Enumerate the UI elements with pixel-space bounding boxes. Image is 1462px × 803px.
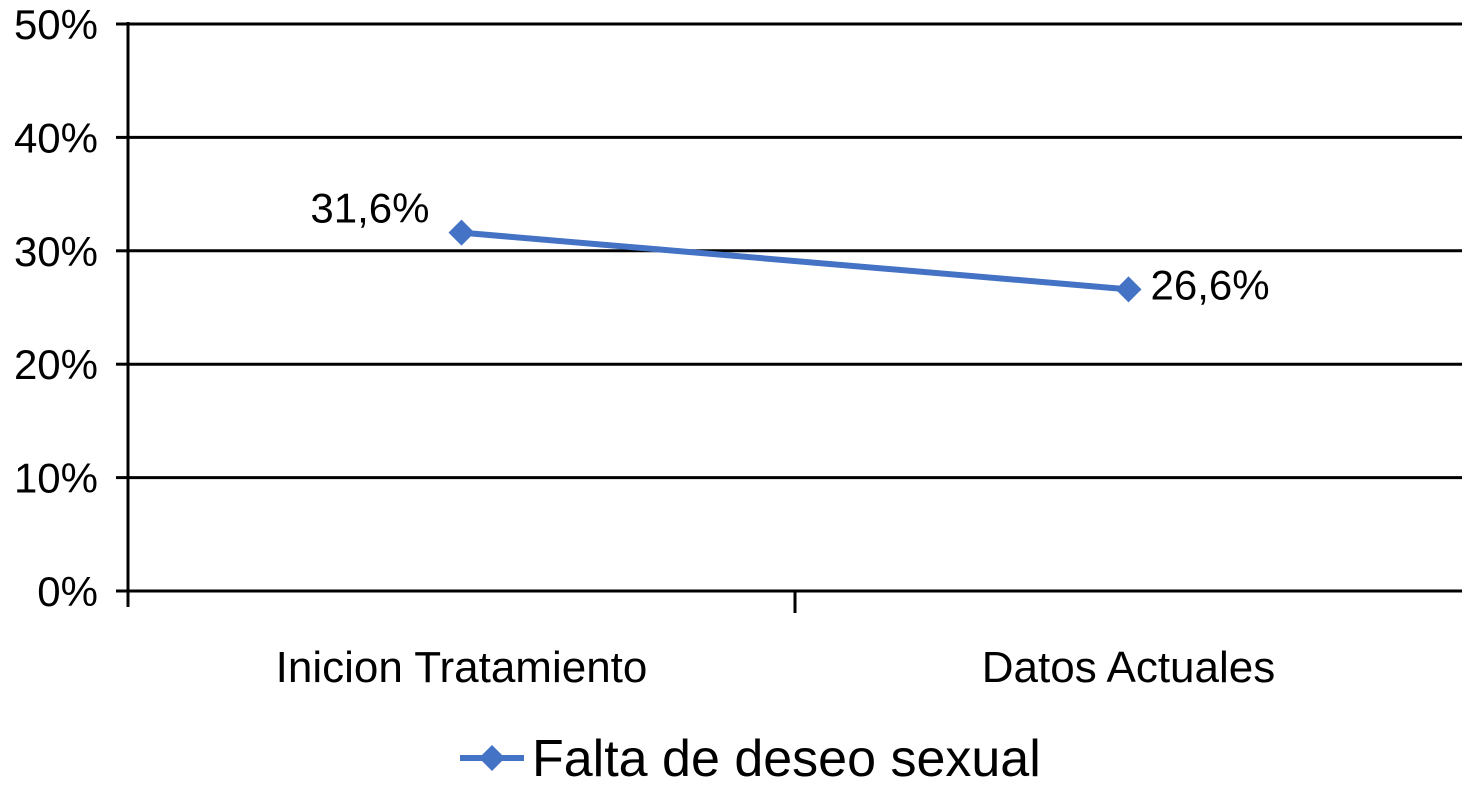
y-axis-tick-labels: 0% 10% 20% 30% 40% 50% (14, 1, 98, 615)
x-category-label: Datos Actuales (982, 643, 1276, 692)
gridlines (128, 22, 1462, 593)
data-label: 31,6% (310, 185, 429, 232)
y-tick-label-0: 0% (37, 568, 98, 615)
data-label: 26,6% (1151, 261, 1270, 308)
axes (116, 22, 797, 613)
data-labels: 31,6% 26,6% (310, 185, 1269, 309)
x-axis-category-labels: Inicion Tratamiento Datos Actuales (276, 643, 1276, 692)
data-point-marker (448, 219, 475, 246)
y-tick-label-20: 20% (14, 341, 98, 388)
series (448, 219, 1142, 303)
y-tick-label-10: 10% (14, 455, 98, 502)
legend-label: Falta de deseo sexual (532, 730, 1041, 788)
x-category-label: Inicion Tratamiento (276, 643, 648, 692)
series-line (461, 229, 1129, 293)
data-point-marker (1115, 276, 1142, 303)
y-tick-label-30: 30% (14, 228, 98, 275)
legend-marker-swatch (479, 745, 505, 771)
y-tick-label-40: 40% (14, 114, 98, 161)
y-tick-label-50: 50% (14, 1, 98, 48)
legend: Falta de deseo sexual (460, 730, 1041, 788)
